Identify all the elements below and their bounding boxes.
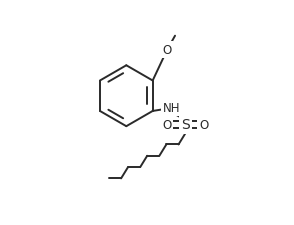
- Text: O: O: [163, 118, 172, 131]
- Text: S: S: [181, 118, 190, 132]
- Text: NH: NH: [163, 102, 180, 115]
- Text: O: O: [163, 44, 172, 57]
- Text: O: O: [199, 118, 208, 131]
